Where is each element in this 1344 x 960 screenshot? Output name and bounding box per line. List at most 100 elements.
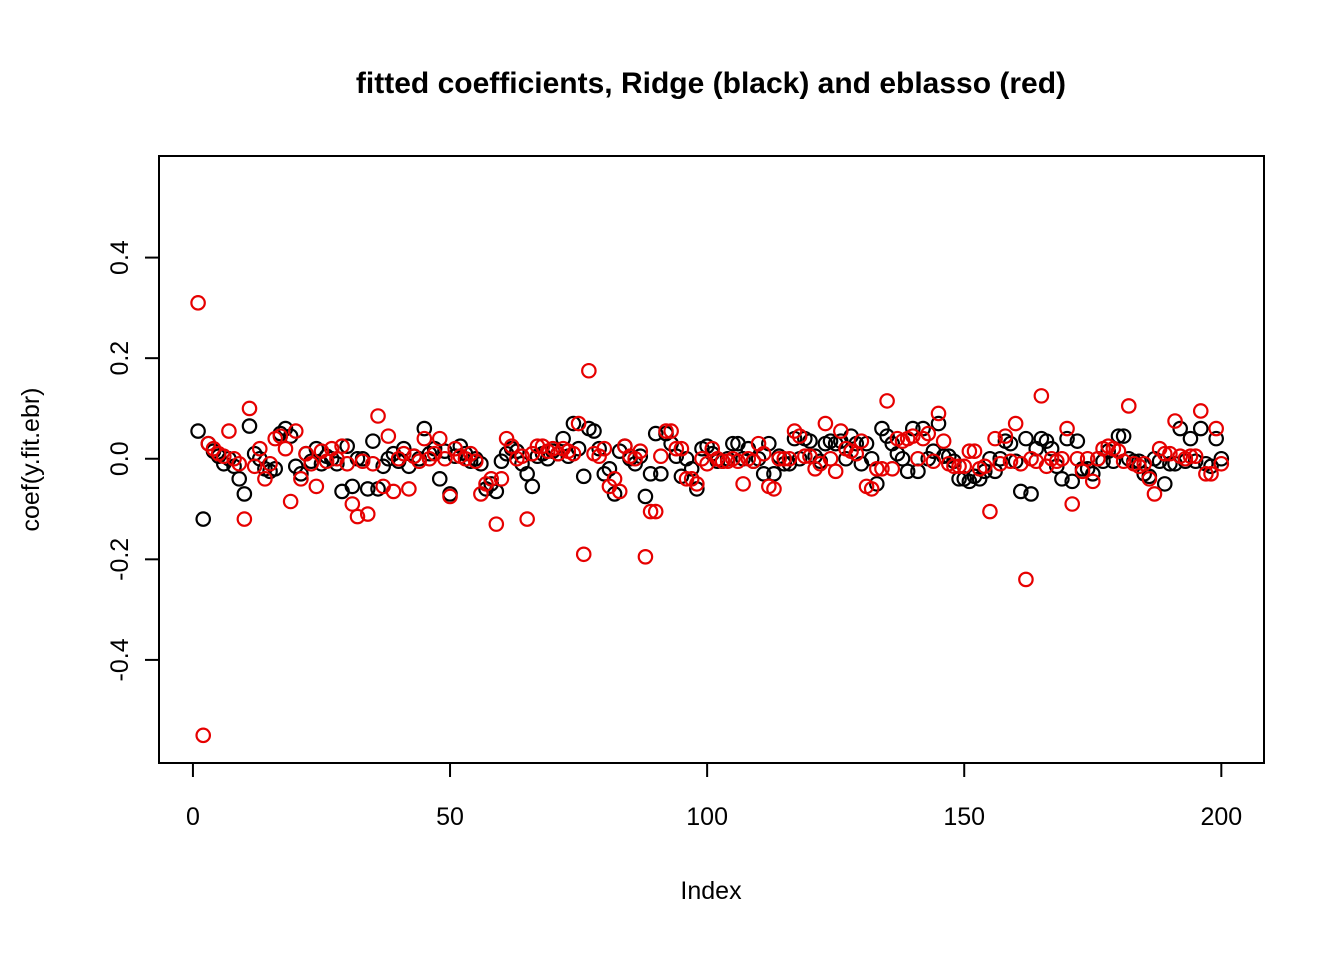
data-point-eblasso <box>195 727 212 744</box>
data-point-eblasso <box>951 458 967 475</box>
data-point-eblasso <box>863 481 880 497</box>
data-point-eblasso <box>755 445 772 462</box>
data-point-ridge <box>524 478 541 495</box>
data-point-eblasso <box>673 440 690 457</box>
data-point-ridge <box>339 438 355 454</box>
data-point-eblasso <box>303 455 320 472</box>
data-point-eblasso <box>745 453 762 470</box>
data-point-eblasso <box>905 428 921 444</box>
data-point-eblasso <box>545 440 561 457</box>
data-point-eblasso <box>231 455 248 472</box>
data-point-ridge <box>1187 453 1204 470</box>
y-tick-label: 0.0 <box>106 441 134 476</box>
data-point-eblasso <box>663 423 679 439</box>
data-point-eblasso <box>293 471 309 487</box>
data-point-eblasso <box>257 471 273 487</box>
data-point-ridge <box>910 463 926 480</box>
data-point-eblasso <box>879 393 895 409</box>
data-point-eblasso <box>534 438 551 454</box>
data-point-ridge <box>961 473 978 490</box>
data-point-eblasso <box>884 461 901 477</box>
data-point-eblasso <box>802 448 818 465</box>
data-point-ridge <box>992 450 1009 467</box>
data-point-ridge <box>267 461 284 477</box>
data-point-ridge <box>329 455 345 472</box>
data-point-eblasso <box>1115 453 1132 470</box>
data-point-eblasso <box>869 461 885 477</box>
data-point-eblasso <box>1120 398 1137 414</box>
data-point-eblasso <box>241 400 258 417</box>
data-point-eblasso <box>956 458 973 475</box>
data-point-ridge <box>586 423 602 439</box>
data-point-eblasso <box>262 455 278 472</box>
data-point-ridge <box>519 466 535 482</box>
data-point-ridge <box>776 455 793 472</box>
data-point-eblasso <box>359 506 376 522</box>
data-point-eblasso <box>1059 420 1075 437</box>
data-point-eblasso <box>272 428 289 444</box>
data-point-eblasso <box>550 445 566 462</box>
data-point-eblasso <box>786 423 803 439</box>
data-point-ridge <box>1054 471 1070 487</box>
data-point-eblasso <box>606 471 623 487</box>
data-point-eblasso <box>1069 450 1086 467</box>
data-point-eblasso <box>215 448 232 465</box>
data-point-eblasso <box>1064 496 1081 512</box>
data-point-eblasso <box>575 546 592 563</box>
data-point-eblasso <box>647 503 664 520</box>
data-point-ridge <box>421 445 438 462</box>
data-point-ridge <box>344 478 361 495</box>
x-tick-label: 100 <box>686 803 728 831</box>
data-point-eblasso <box>282 493 299 510</box>
data-point-eblasso <box>632 443 649 460</box>
data-point-eblasso <box>385 483 402 500</box>
data-point-eblasso <box>1136 455 1152 472</box>
data-point-eblasso <box>596 440 613 457</box>
data-point-eblasso <box>488 516 505 532</box>
data-point-eblasso <box>339 455 355 472</box>
data-point-ridge <box>591 440 607 457</box>
data-point-eblasso <box>1208 420 1224 437</box>
data-point-eblasso <box>416 430 433 447</box>
data-point-eblasso <box>1141 471 1158 487</box>
data-point-eblasso <box>493 471 510 487</box>
data-point-eblasso <box>570 415 587 432</box>
data-point-ridge <box>930 415 947 432</box>
data-point-eblasso <box>822 450 839 467</box>
data-point-ridge <box>1012 483 1029 500</box>
data-point-ridge <box>642 466 659 482</box>
data-point-ridge <box>380 450 397 467</box>
data-point-eblasso <box>354 453 371 470</box>
data-point-eblasso <box>1187 448 1204 465</box>
data-point-eblasso <box>478 476 494 492</box>
data-point-ridge <box>1213 450 1230 467</box>
data-point-ridge <box>1059 430 1075 447</box>
data-point-ridge <box>637 488 654 505</box>
data-point-ridge <box>195 511 212 527</box>
data-point-eblasso <box>848 445 865 462</box>
data-point-ridge <box>1043 440 1060 457</box>
data-point-eblasso <box>925 453 942 470</box>
data-point-eblasso <box>1192 403 1209 419</box>
data-point-eblasso <box>771 450 787 467</box>
data-point-eblasso <box>1007 415 1024 432</box>
data-point-eblasso <box>915 430 931 447</box>
data-point-eblasso <box>1203 466 1219 482</box>
data-point-eblasso <box>457 450 474 467</box>
data-point-ridge <box>231 471 248 487</box>
data-point-ridge <box>1023 486 1039 502</box>
data-point-eblasso <box>1198 466 1214 482</box>
data-point-eblasso <box>514 448 530 465</box>
data-point-eblasso <box>1167 413 1183 429</box>
data-point-eblasso <box>437 450 453 467</box>
data-point-eblasso <box>853 433 870 449</box>
data-point-eblasso <box>483 471 499 487</box>
data-point-ridge <box>725 435 741 452</box>
data-point-eblasso <box>503 438 520 454</box>
data-point-eblasso <box>221 423 237 439</box>
data-point-ridge <box>416 420 433 437</box>
data-point-ridge <box>1064 473 1081 490</box>
data-point-eblasso <box>1033 388 1050 404</box>
data-point-eblasso <box>781 450 798 467</box>
data-point-ridge <box>241 418 258 434</box>
